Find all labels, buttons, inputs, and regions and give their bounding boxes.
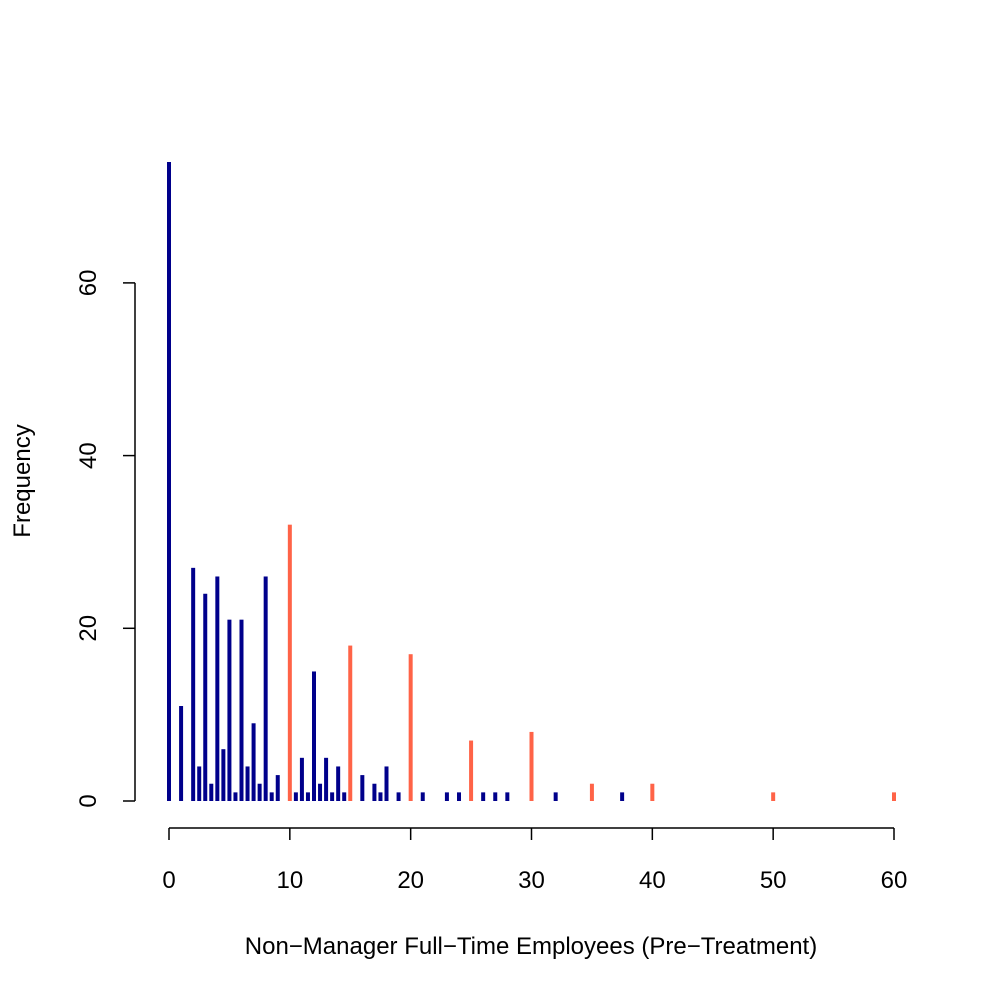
spike: [215, 576, 220, 801]
spike: [287, 524, 292, 801]
x-tick-label: 10: [276, 867, 303, 894]
y-tick-label: 0: [75, 794, 102, 807]
y-tick-label: 20: [75, 615, 102, 642]
spike: [203, 593, 208, 801]
spike: [167, 162, 171, 801]
spike: [444, 792, 449, 801]
spike: [505, 792, 510, 801]
spike: [360, 775, 365, 801]
spike: [305, 792, 310, 801]
spike: [892, 792, 896, 801]
x-tick-label: 20: [397, 867, 424, 894]
x-axis-label: Non−Manager Full−Time Employees (Pre−Tre…: [245, 933, 817, 960]
y-tick-label: 60: [75, 270, 102, 297]
spike: [396, 792, 401, 801]
y-tick-label: 40: [75, 442, 102, 469]
spike: [245, 766, 250, 801]
spike: [197, 766, 202, 801]
spike: [342, 792, 347, 801]
spike: [771, 792, 776, 801]
spike: [233, 792, 238, 801]
x-tick-label: 30: [518, 867, 545, 894]
spike: [348, 645, 353, 801]
spike: [263, 576, 268, 801]
spike: [330, 792, 335, 801]
spike: [293, 792, 298, 801]
y-axis-label: Frequency: [9, 424, 36, 537]
spike: [650, 783, 655, 801]
spike: [209, 783, 214, 801]
spike: [553, 792, 558, 801]
spike: [257, 783, 262, 801]
spike: [221, 749, 226, 801]
spike: [191, 567, 196, 801]
spike: [324, 757, 329, 801]
spike: [420, 792, 425, 801]
x-tick-label: 40: [639, 867, 666, 894]
x-tick-label: 0: [162, 867, 175, 894]
spike: [318, 783, 323, 801]
spike: [372, 783, 377, 801]
spike: [481, 792, 486, 801]
x-tick-label: 60: [881, 867, 908, 894]
spike: [251, 723, 256, 801]
spike: [299, 757, 304, 801]
spike: [179, 706, 184, 801]
spike: [275, 775, 280, 801]
spike: [384, 766, 389, 801]
spike: [269, 792, 274, 801]
spike: [227, 619, 232, 801]
spike: [408, 654, 413, 801]
spike: [312, 671, 316, 801]
spike: [589, 783, 594, 801]
spike: [378, 792, 383, 801]
spike: [620, 792, 625, 801]
spike: [529, 731, 534, 801]
spike: [469, 740, 474, 801]
spike: [493, 792, 498, 801]
spike: [336, 766, 341, 801]
x-tick-label: 50: [760, 867, 787, 894]
spike: [457, 792, 461, 801]
spike: [239, 619, 244, 801]
